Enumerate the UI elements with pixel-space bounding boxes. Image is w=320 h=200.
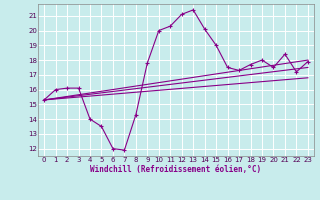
X-axis label: Windchill (Refroidissement éolien,°C): Windchill (Refroidissement éolien,°C): [91, 165, 261, 174]
